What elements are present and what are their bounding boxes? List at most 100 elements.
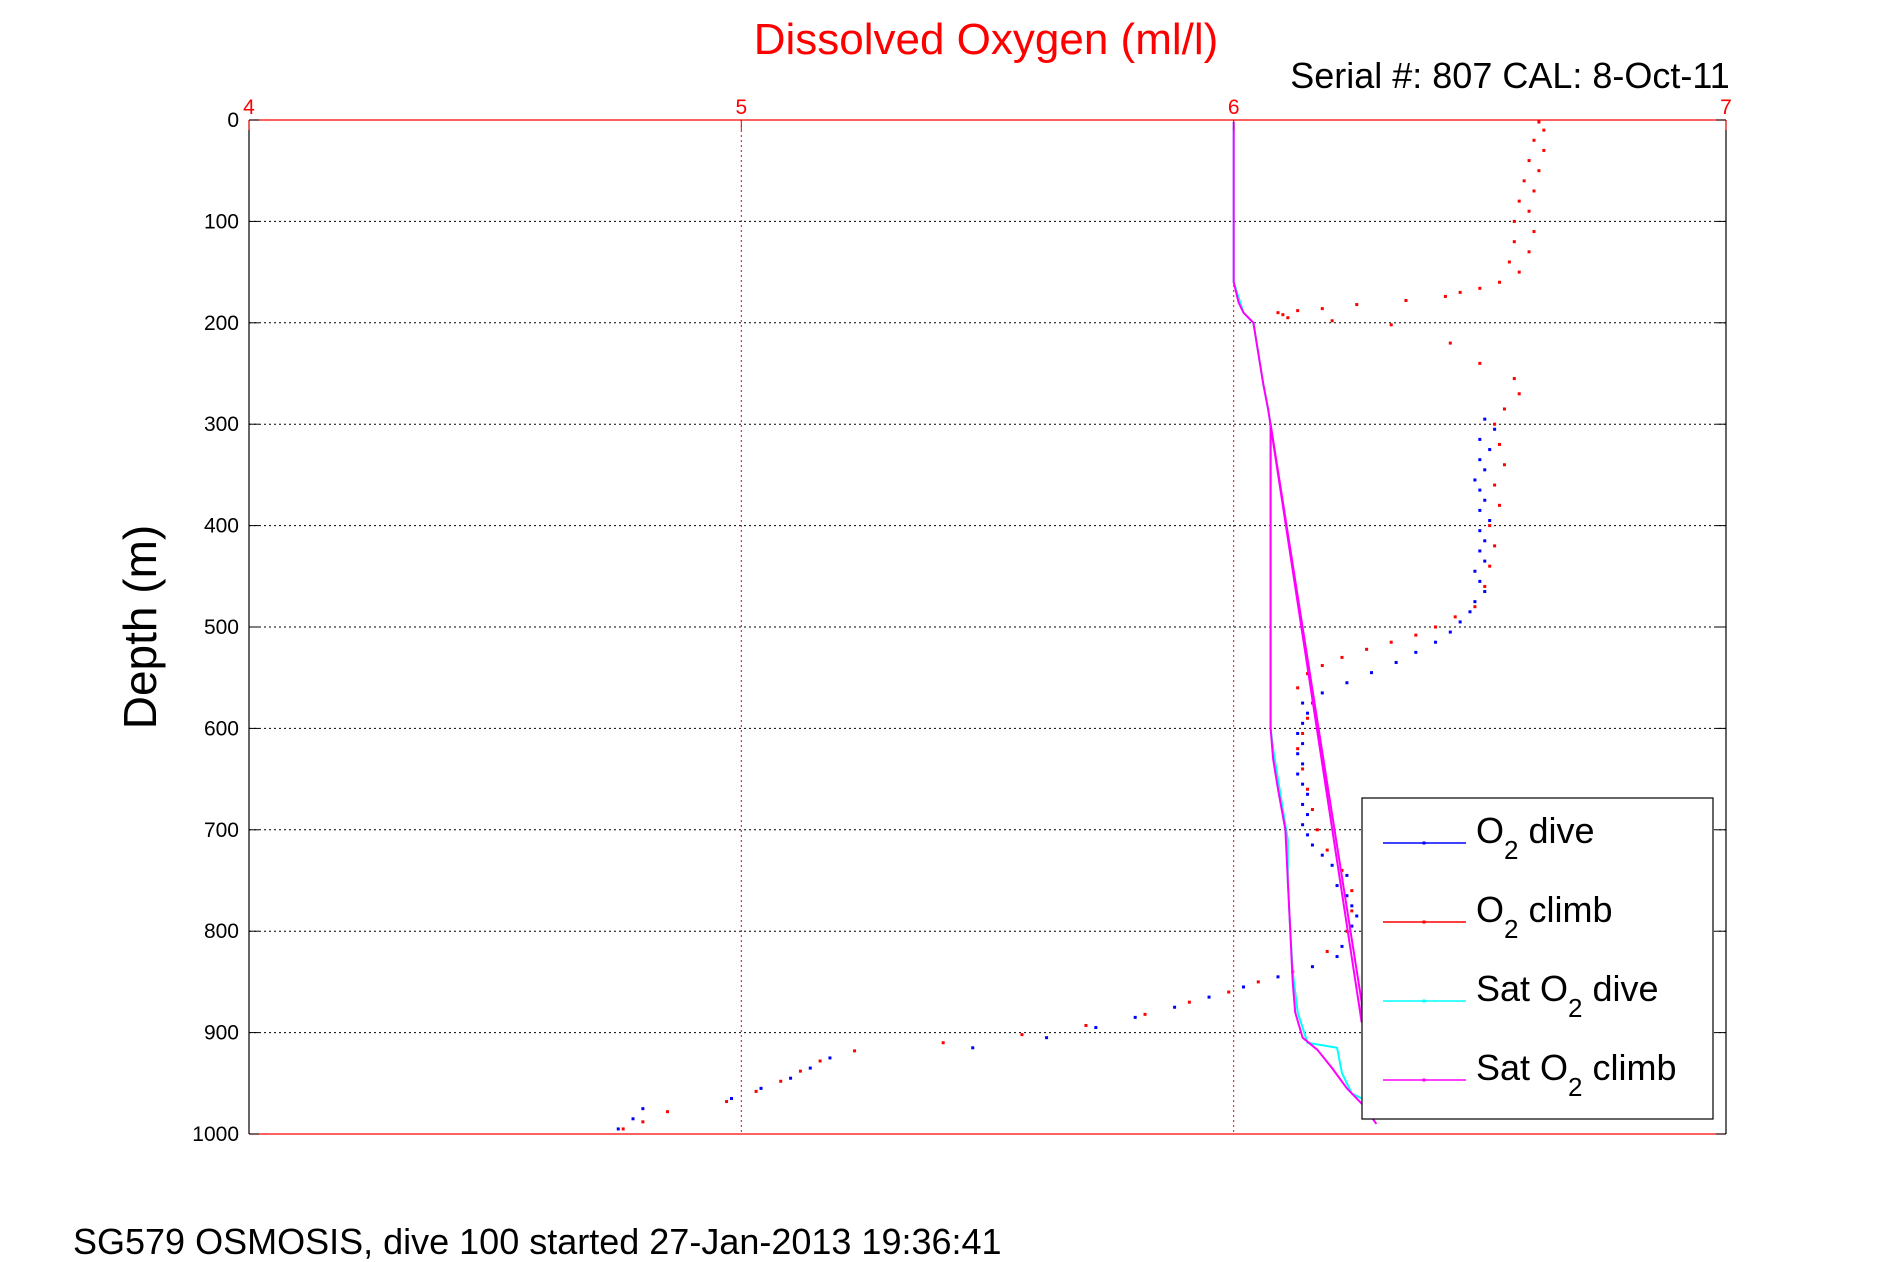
legend-label: O2 climb — [1476, 889, 1613, 944]
footer-caption: SG579 OSMOSIS, dive 100 started 27-Jan-2… — [73, 1221, 1002, 1262]
data-point — [1143, 1012, 1147, 1016]
legend-label-main: O — [1476, 810, 1504, 851]
data-point — [631, 1117, 635, 1121]
data-point — [1443, 294, 1447, 298]
y-tick-label: 0 — [227, 109, 239, 132]
data-point — [1345, 873, 1349, 877]
data-point — [1483, 590, 1487, 594]
data-point — [1527, 250, 1531, 254]
data-point — [1478, 508, 1482, 512]
data-point — [779, 1079, 783, 1083]
data-point — [1301, 823, 1305, 827]
data-point — [1448, 630, 1452, 634]
data-point — [759, 1086, 763, 1090]
data-point — [1306, 711, 1310, 715]
data-point — [1330, 319, 1334, 323]
data-point — [1355, 914, 1359, 918]
data-point — [1389, 640, 1393, 644]
data-point — [1330, 863, 1334, 867]
data-point — [1242, 985, 1246, 989]
data-point — [1478, 286, 1482, 290]
data-point — [1301, 802, 1305, 806]
data-point — [1517, 270, 1521, 274]
data-point — [1350, 904, 1354, 908]
data-point — [1350, 889, 1354, 893]
data-point — [1301, 701, 1305, 705]
data-point — [1493, 483, 1497, 487]
y-tick-label: 700 — [204, 819, 239, 842]
data-point — [1478, 458, 1482, 462]
data-point — [1276, 975, 1280, 979]
data-point — [1276, 311, 1280, 315]
data-point — [1488, 564, 1492, 568]
data-point — [1301, 721, 1305, 725]
chart-subtitle: Serial #: 807 CAL: 8-Oct-11 — [1290, 55, 1730, 96]
data-point — [1365, 647, 1369, 651]
data-point — [1478, 529, 1482, 533]
data-point — [616, 1127, 620, 1131]
data-point — [1325, 949, 1329, 953]
axes: 4 5 6 7 0 100 200 300 400 500 600 700 800 900 1000 — [192, 96, 1732, 1146]
data-point — [1306, 787, 1310, 791]
data-point — [1502, 407, 1506, 411]
legend-label-main: Sat O — [1476, 968, 1568, 1009]
y-tick-label: 100 — [204, 210, 239, 233]
data-point — [665, 1110, 669, 1114]
legend-label-subscript: 2 — [1568, 993, 1582, 1023]
data-point — [1296, 731, 1300, 735]
y-tick-label: 500 — [204, 616, 239, 639]
data-point — [1207, 995, 1211, 999]
data-point — [971, 1046, 975, 1050]
data-point — [1340, 655, 1344, 659]
data-point — [1488, 524, 1492, 528]
data-point — [789, 1076, 793, 1080]
data-point — [1340, 868, 1344, 872]
data-point — [1370, 671, 1374, 675]
data-point — [1345, 894, 1349, 898]
data-point — [1483, 468, 1487, 472]
y-tick-label: 200 — [204, 312, 239, 335]
data-point — [1414, 633, 1418, 637]
data-point — [1256, 980, 1260, 984]
data-point — [725, 1100, 729, 1104]
data-point — [641, 1120, 645, 1124]
data-point — [1483, 417, 1487, 421]
data-point — [828, 1056, 832, 1060]
data-point — [1473, 569, 1477, 573]
data-point — [1448, 341, 1452, 345]
data-point — [818, 1059, 822, 1063]
data-point — [1488, 519, 1492, 523]
legend-label: Sat O2 climb — [1476, 1047, 1677, 1102]
data-point — [1301, 731, 1305, 735]
data-point — [1483, 559, 1487, 563]
legend-label-main: O — [1476, 889, 1504, 930]
data-point — [1394, 660, 1398, 664]
legend-entry: O2 dive — [1383, 810, 1595, 865]
data-point — [1296, 752, 1300, 756]
data-point — [1345, 681, 1349, 685]
data-point — [1084, 1024, 1088, 1028]
data-point — [1483, 498, 1487, 502]
data-point — [1355, 303, 1359, 307]
data-point — [1493, 544, 1497, 548]
data-point — [1227, 990, 1231, 994]
data-point — [1335, 884, 1339, 888]
y-tick-label: 800 — [204, 920, 239, 943]
data-point — [1301, 762, 1305, 766]
data-point — [1502, 463, 1506, 467]
data-point — [1434, 640, 1438, 644]
data-point — [1133, 1015, 1137, 1019]
data-point — [1310, 808, 1314, 812]
legend-label-rest: climb — [1583, 1047, 1677, 1088]
data-point — [1507, 260, 1511, 264]
data-point — [1478, 488, 1482, 492]
data-point — [1306, 792, 1310, 796]
legend-swatch-marker — [1422, 999, 1426, 1003]
data-point — [1478, 361, 1482, 365]
data-point — [1306, 716, 1310, 720]
data-point — [1301, 782, 1305, 786]
data-point — [1498, 503, 1502, 507]
data-point — [1434, 625, 1438, 629]
y-tick-label: 1000 — [192, 1123, 239, 1146]
